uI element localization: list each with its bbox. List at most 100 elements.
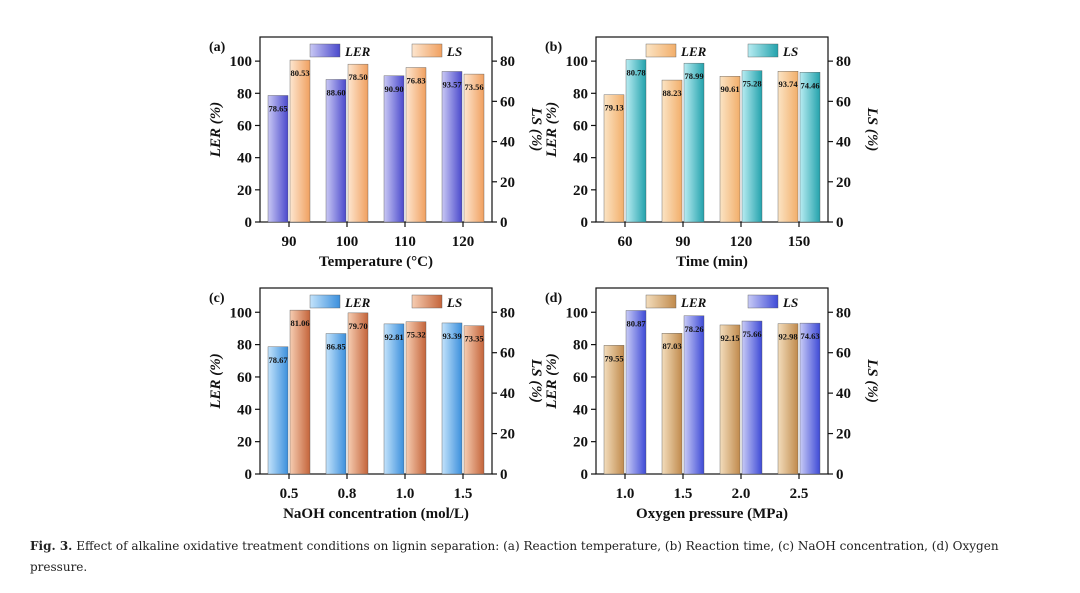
data-label: 88.23 bbox=[662, 88, 681, 98]
plot-frame bbox=[595, 36, 829, 223]
legend-swatch-ler bbox=[645, 43, 677, 58]
left-tick-label: 20 bbox=[237, 183, 252, 199]
bar-ls bbox=[741, 70, 763, 223]
x-axis-label: Temperature (°C) bbox=[319, 254, 433, 270]
x-tick-label: 1.5 bbox=[454, 486, 473, 502]
left-tick-label: 60 bbox=[573, 118, 588, 134]
bar-ler bbox=[719, 76, 741, 223]
bar-ls bbox=[741, 320, 763, 475]
chart-panel-c: 0 20 40 60 80 100 0 20 40 60 80 0.5 78.67 81.06 0.8 86.… bbox=[208, 287, 544, 522]
x-axis-label: Time (min) bbox=[676, 254, 748, 270]
bar-ler bbox=[325, 333, 347, 475]
x-tick-label: 2.5 bbox=[790, 486, 809, 502]
legend-swatch-ls bbox=[747, 294, 779, 309]
bar-ls bbox=[347, 63, 369, 223]
right-tick-label: 20 bbox=[836, 175, 851, 191]
legend-label: LER bbox=[680, 44, 707, 59]
left-tick-label: 20 bbox=[237, 435, 252, 451]
caption-text: Effect of alkaline oxidative treatment c… bbox=[30, 539, 999, 574]
bar-ler bbox=[777, 323, 799, 475]
data-label: 93.74 bbox=[778, 79, 798, 89]
left-tick-label: 0 bbox=[581, 215, 589, 231]
right-tick-label: 0 bbox=[836, 467, 844, 483]
bar-ls bbox=[683, 62, 705, 223]
x-axis-label: NaOH concentration (mol/L) bbox=[283, 506, 469, 522]
right-tick-label: 0 bbox=[836, 215, 844, 231]
y-axis-label-right: LS (%) bbox=[528, 358, 544, 403]
bar-ler bbox=[267, 95, 289, 223]
bar-ler bbox=[661, 333, 683, 475]
bar-ls bbox=[405, 67, 427, 223]
data-label: 74.46 bbox=[800, 80, 819, 90]
legend-label: LER bbox=[344, 295, 371, 310]
x-tick-label: 1.0 bbox=[616, 486, 635, 502]
data-label: 78.26 bbox=[684, 324, 703, 334]
plot-frame bbox=[259, 287, 493, 475]
left-tick-label: 100 bbox=[566, 305, 589, 321]
data-label: 79.55 bbox=[604, 353, 623, 363]
bar-ler bbox=[267, 346, 289, 475]
left-tick-label: 60 bbox=[573, 370, 588, 386]
x-tick-label: 1.5 bbox=[674, 486, 693, 502]
left-tick-label: 80 bbox=[237, 338, 252, 354]
right-tick-label: 40 bbox=[500, 386, 515, 402]
x-tick-label: 120 bbox=[730, 234, 753, 250]
x-tick-label: 110 bbox=[394, 234, 416, 250]
data-label: 73.35 bbox=[464, 334, 483, 344]
data-label: 81.06 bbox=[290, 318, 309, 328]
bar-ler bbox=[661, 79, 683, 223]
bar-ls bbox=[463, 73, 485, 223]
bar-ls bbox=[683, 315, 705, 475]
bar-ler bbox=[441, 322, 463, 475]
bar-ler bbox=[719, 324, 741, 475]
legend-swatch-ls bbox=[411, 43, 443, 58]
right-tick-label: 40 bbox=[836, 386, 851, 402]
x-tick-label: 90 bbox=[282, 234, 297, 250]
y-axis-label-right: LS (%) bbox=[864, 358, 880, 403]
right-tick-label: 0 bbox=[500, 215, 508, 231]
right-tick-label: 60 bbox=[836, 346, 851, 362]
bar-ler bbox=[383, 75, 405, 223]
left-tick-label: 0 bbox=[245, 215, 253, 231]
left-tick-label: 60 bbox=[237, 118, 252, 134]
chart-panel-b: 0 20 40 60 80 100 0 20 40 60 80 60 79.13 80.78 90 88.23… bbox=[544, 36, 880, 270]
x-tick-label: 100 bbox=[336, 234, 359, 250]
data-label: 80.53 bbox=[290, 68, 309, 78]
bar-ls bbox=[347, 312, 369, 475]
left-tick-label: 40 bbox=[573, 402, 588, 418]
legend-label: LER bbox=[680, 295, 707, 310]
right-tick-label: 20 bbox=[500, 427, 515, 443]
chart-panel-d: 0 20 40 60 80 100 0 20 40 60 80 1.0 79.55 80.87 1.5 87.… bbox=[544, 287, 880, 522]
right-tick-label: 20 bbox=[500, 175, 515, 191]
left-tick-label: 40 bbox=[237, 402, 252, 418]
left-tick-label: 40 bbox=[573, 151, 588, 167]
bar-ler bbox=[777, 71, 799, 223]
y-axis-label-left: LER (%) bbox=[208, 353, 224, 409]
right-tick-label: 80 bbox=[836, 54, 851, 70]
x-tick-label: 120 bbox=[452, 234, 475, 250]
right-tick-label: 40 bbox=[836, 135, 851, 151]
data-label: 78.50 bbox=[348, 72, 367, 82]
caption-fig-label: Fig. 3. bbox=[30, 539, 73, 553]
y-axis-label-right: LS (%) bbox=[864, 107, 880, 152]
data-label: 92.15 bbox=[720, 333, 739, 343]
data-label: 79.13 bbox=[604, 103, 623, 113]
data-label: 90.90 bbox=[384, 84, 403, 94]
legend-label: LS bbox=[446, 44, 462, 59]
data-label: 75.32 bbox=[406, 330, 425, 340]
data-label: 90.61 bbox=[720, 84, 739, 94]
y-axis-label-left: LER (%) bbox=[208, 102, 224, 158]
data-label: 92.81 bbox=[384, 332, 403, 342]
bar-ls bbox=[625, 310, 647, 475]
left-tick-label: 0 bbox=[245, 467, 253, 483]
x-tick-label: 2.0 bbox=[732, 486, 751, 502]
left-tick-label: 0 bbox=[581, 467, 589, 483]
right-tick-label: 80 bbox=[500, 54, 515, 70]
figure-caption: Fig. 3. Effect of alkaline oxidative tre… bbox=[30, 536, 1050, 578]
panel-label: (d) bbox=[545, 291, 562, 306]
data-label: 80.87 bbox=[626, 319, 646, 329]
bar-ler bbox=[603, 94, 625, 223]
right-tick-label: 80 bbox=[500, 305, 515, 321]
panel-label: (b) bbox=[545, 40, 562, 55]
legend-label: LS bbox=[446, 295, 462, 310]
